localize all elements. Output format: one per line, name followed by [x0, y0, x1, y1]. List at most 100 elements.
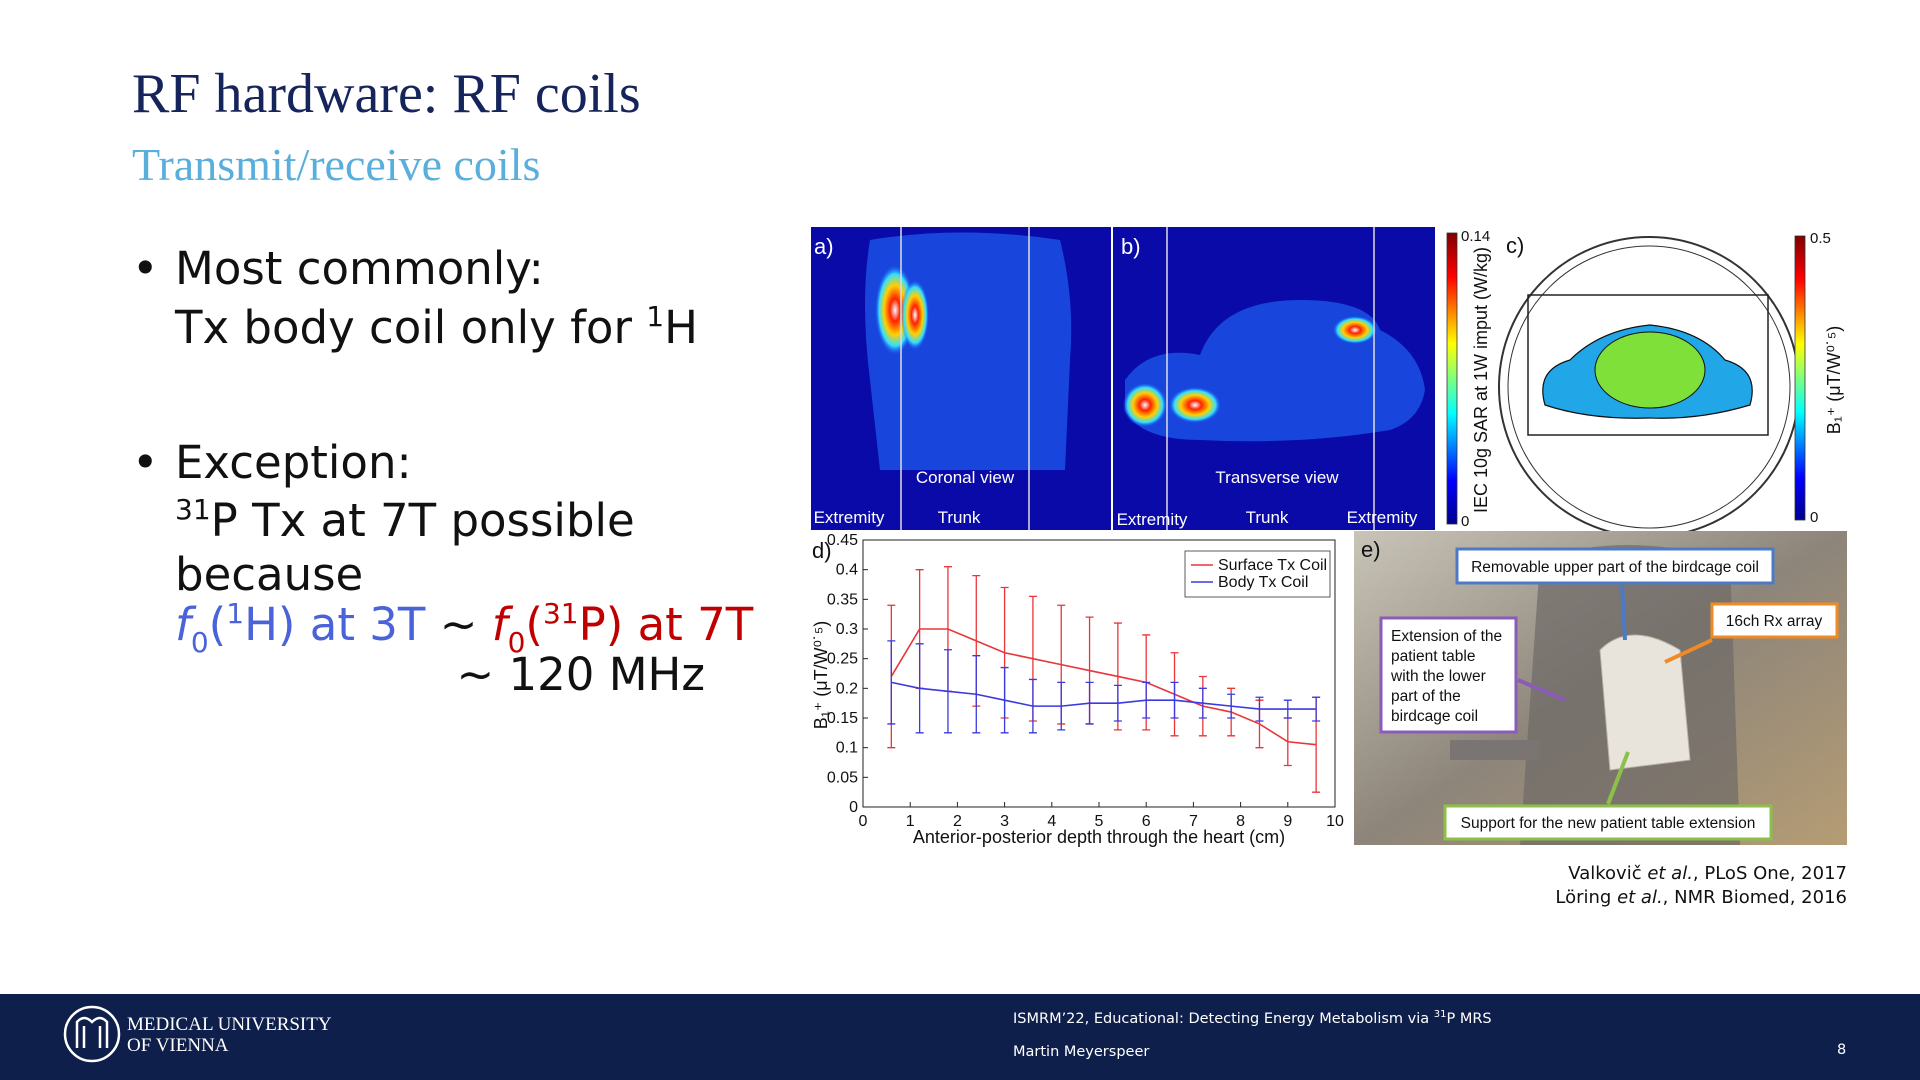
citation: Löring et al., NMR Biomed, 2016 — [1555, 887, 1847, 908]
event-text: ISMRM’22, Educational: Detecting Energy … — [1013, 1009, 1492, 1027]
x-tick-label: 1 — [906, 813, 915, 830]
legend-label: Surface Tx Coil — [1218, 557, 1327, 574]
bullet-text: Most commonly: — [175, 242, 544, 295]
bullet-list: • Most commonly: Tx body coil only for 1… — [132, 242, 754, 701]
colorbar-min: 0 — [1810, 509, 1818, 526]
text: because — [175, 548, 363, 601]
colorbar-label: IEC 10g SAR at 1W imput (W/kg) — [1471, 247, 1491, 513]
callout-box — [1455, 547, 1775, 585]
y-tick-label: 0.2 — [836, 680, 858, 697]
error-bar — [943, 649, 952, 734]
view-label: Transverse view — [1215, 468, 1339, 487]
error-bar — [1000, 666, 1009, 734]
y-tick-label: 0.45 — [827, 532, 858, 549]
error-bar — [1085, 681, 1094, 725]
heart-region — [1594, 331, 1706, 409]
panel-label: b) — [1121, 234, 1141, 259]
text: Löring — [1555, 887, 1617, 908]
callout-text: 16ch Rx array — [1726, 613, 1823, 630]
y-tick-label: 0.15 — [827, 710, 858, 727]
colorbar-min: 0 — [1461, 513, 1469, 530]
y-tick-label: 0.3 — [836, 621, 858, 638]
arrow — [1664, 638, 1713, 664]
text: ~ 120 MHz — [457, 648, 706, 701]
setup-photo: e) Removable upper part of the birdcage … — [1354, 531, 1847, 845]
x-tick-label: 10 — [1326, 813, 1344, 830]
y-tick-label: 0.35 — [827, 591, 858, 608]
error-bar — [1057, 681, 1066, 731]
logo-mark — [63, 1005, 121, 1063]
view-label: Coronal view — [916, 468, 1015, 487]
callout-box — [1443, 804, 1773, 841]
arrow — [1606, 751, 1630, 805]
error-bar — [1227, 693, 1236, 719]
sar-maps: a) b) Coronal view Transverse view Extre… — [811, 227, 1491, 530]
text: ~ — [425, 598, 491, 651]
x-tick-label: 4 — [1047, 813, 1056, 830]
footer: MEDICAL UNIVERSITY OF VIENNA ISMRM’22, E… — [0, 994, 1920, 1080]
text: Tx body coil only for — [174, 301, 646, 354]
page-number: 8 — [1837, 1042, 1846, 1058]
panel-label: e) — [1361, 537, 1381, 562]
superscript: 31 — [1434, 1009, 1447, 1020]
text: H — [664, 301, 698, 354]
y-tick-label: 0.4 — [836, 562, 858, 579]
coil — [1599, 634, 1691, 771]
callout-text: part of the — [1391, 688, 1461, 705]
x-tick-label: 7 — [1189, 813, 1198, 830]
x-tick-label: 2 — [953, 813, 962, 830]
panel-label: c) — [1506, 233, 1524, 258]
y-tick-label: 0 — [849, 799, 858, 816]
bullet-dot: • — [132, 242, 159, 295]
region-label: Extremity — [1117, 510, 1188, 529]
text: ( — [209, 598, 227, 651]
error-bar — [1283, 699, 1292, 719]
bullet-text: Tx body coil only for 1H — [174, 300, 698, 354]
panel-label: a) — [814, 234, 834, 259]
legend-box — [1184, 550, 1331, 598]
text: ISMRM’22, Educational: Detecting Energy … — [1013, 1011, 1434, 1027]
x-tick-label: 3 — [1000, 813, 1009, 830]
vent — [1450, 740, 1540, 760]
text: Exception: — [175, 436, 412, 489]
text: Most commonly: — [175, 242, 544, 295]
callout-text: birdcage coil — [1391, 708, 1478, 725]
error-bar — [915, 643, 924, 734]
colorbar — [1794, 235, 1806, 521]
text: , NMR Biomed, 2016 — [1663, 887, 1847, 908]
author-text: Martin Meyerspeer — [1013, 1044, 1149, 1060]
footer-band — [0, 994, 1920, 1080]
x-tick-label: 0 — [859, 813, 868, 830]
colorbar-label: B₁⁺ (μT/W⁰˙⁵) — [1824, 326, 1844, 435]
y-tick-label: 0.25 — [827, 651, 858, 668]
slide-subtitle: Transmit/receive coils — [132, 139, 540, 190]
error-bar — [887, 640, 896, 725]
region-label: Extremity — [814, 508, 885, 527]
error-bar — [1142, 681, 1151, 719]
text: P Tx at 7T possible — [211, 494, 635, 547]
logo-text: MEDICAL UNIVERSITY — [127, 1014, 332, 1035]
error-bar — [1255, 696, 1264, 722]
panel-label: d) — [812, 538, 832, 563]
error-bar — [1170, 681, 1179, 719]
callout-text: with the lower — [1390, 668, 1486, 685]
x-tick-label: 6 — [1142, 813, 1151, 830]
y-axis-title: B₁⁺ (μT/W⁰˙⁵) — [811, 621, 831, 730]
x-axis-title: Anterior-posterior depth through the hea… — [913, 827, 1285, 847]
series-line — [891, 681, 1317, 710]
region-label: Trunk — [938, 508, 981, 527]
subscript: 0 — [191, 626, 209, 659]
bullet-text: 31P Tx at 7T possible — [175, 493, 635, 547]
subscript: 0 — [508, 626, 526, 659]
callout-text: Extension of the — [1391, 628, 1502, 645]
coil-outline — [1507, 245, 1791, 529]
hotspot — [1333, 316, 1377, 344]
y-tick-label: 0.1 — [836, 740, 858, 757]
bullet-dot: • — [132, 436, 159, 489]
arrow — [1620, 584, 1627, 641]
x-tick-label: 8 — [1236, 813, 1245, 830]
series-line — [890, 628, 1317, 746]
citation: Valkovič et al., PLoS One, 2017 — [1568, 863, 1847, 884]
text: Valkovič — [1568, 863, 1647, 884]
